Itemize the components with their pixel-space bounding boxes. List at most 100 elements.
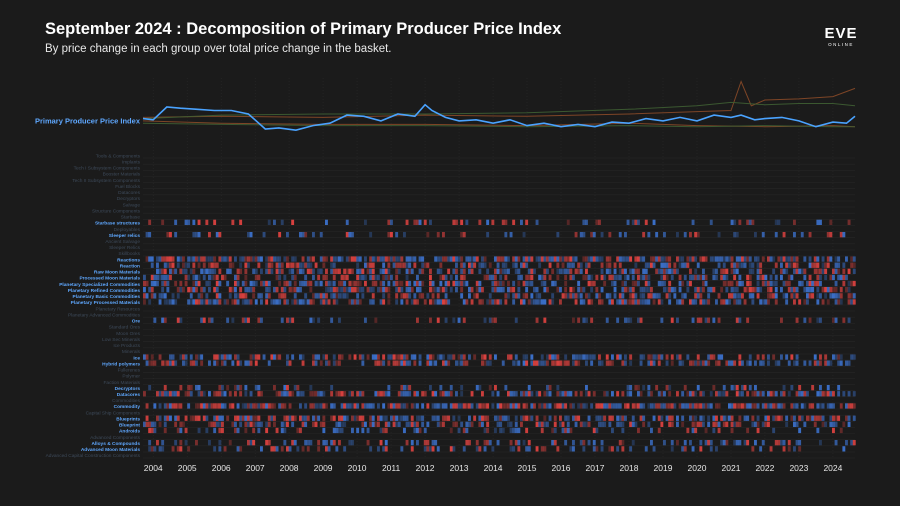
heat-cell (798, 299, 802, 305)
heat-cell (691, 403, 695, 409)
heat-cell (444, 274, 448, 281)
heat-cell (254, 403, 258, 409)
heat-cell (444, 360, 448, 366)
heat-cell (795, 354, 799, 360)
heat-cell (642, 274, 646, 281)
heat-cell (590, 232, 594, 238)
heat-cell (254, 274, 258, 281)
heat-cell (494, 280, 497, 287)
heat-cell (465, 360, 469, 366)
heat-cell (561, 256, 565, 262)
heat-cell (189, 354, 193, 360)
heat-cell (694, 299, 698, 305)
heat-cell (218, 256, 222, 262)
heat-cell (392, 403, 396, 409)
heat-cell (694, 287, 698, 293)
heat-cell (790, 293, 794, 299)
heat-cell (668, 280, 672, 287)
heat-cell (819, 385, 822, 391)
heat-cell (148, 360, 152, 366)
heat-cell (301, 280, 305, 287)
heat-cell (644, 262, 648, 268)
heat-cell (845, 360, 848, 366)
heat-cell (249, 403, 253, 409)
heat-cell (408, 421, 412, 427)
heat-cell (158, 256, 162, 262)
heat-cell (730, 385, 734, 391)
heat-cell (343, 280, 347, 287)
heat-cell (585, 268, 588, 274)
heat-cell (322, 391, 326, 397)
heat-cell (647, 354, 651, 360)
heat-cell (722, 391, 726, 397)
heat-cell (418, 256, 422, 262)
heat-cell (782, 385, 786, 391)
heat-cell (642, 421, 646, 427)
heat-cell (338, 268, 341, 274)
heat-cell (551, 360, 555, 366)
heat-cell (824, 421, 828, 427)
heat-cell (421, 421, 425, 427)
heat-cell (205, 280, 209, 287)
heat-cell (288, 287, 292, 293)
heat-cell (624, 354, 627, 360)
heat-cell (712, 421, 716, 427)
category-label: Androids (119, 429, 140, 435)
heat-cell (499, 299, 503, 305)
heat-cell (829, 360, 833, 366)
heat-cell (382, 360, 386, 366)
heat-cell (486, 268, 490, 274)
heat-cell (696, 403, 700, 409)
heat-cell (234, 287, 237, 293)
heat-cell (208, 299, 211, 305)
heat-cell (301, 421, 305, 427)
heat-cell (751, 421, 755, 427)
heat-cell (442, 299, 445, 305)
heat-cell (751, 446, 755, 452)
heat-cell (283, 274, 287, 281)
heat-cell (722, 421, 726, 427)
heat-cell (278, 280, 282, 287)
heat-cell (299, 427, 302, 434)
heat-cell (473, 293, 477, 299)
heat-cell (161, 274, 165, 281)
heat-cell (800, 403, 804, 409)
heat-cell (348, 354, 352, 360)
heat-cell (236, 360, 240, 366)
heat-cell (462, 262, 466, 268)
heat-cell (301, 232, 305, 238)
heat-cell (343, 415, 347, 421)
heat-cell (161, 317, 165, 323)
heat-cell (681, 280, 685, 287)
heat-cell (431, 391, 435, 397)
heat-cell (769, 274, 773, 281)
heat-cell (702, 360, 705, 366)
heat-cell (816, 268, 820, 274)
heat-cell (182, 268, 185, 274)
heat-cell (543, 360, 547, 366)
heat-cell (842, 280, 846, 287)
heat-cell (239, 415, 243, 421)
heat-cell (226, 385, 230, 391)
heat-cell (574, 354, 578, 360)
heat-cell (845, 256, 848, 262)
heat-cell (221, 385, 224, 391)
heat-cell (410, 268, 414, 274)
heat-cell (634, 385, 638, 391)
category-label: Blueprints (116, 417, 140, 423)
heat-cell (527, 256, 531, 262)
heat-cell (397, 415, 401, 421)
heat-cell (733, 360, 737, 366)
heat-cell (241, 256, 245, 262)
heat-cell (712, 317, 716, 323)
heat-cell (624, 268, 627, 274)
heat-cell (371, 256, 375, 262)
x-tick-label: 2005 (178, 463, 197, 473)
heat-cell (494, 317, 497, 323)
heat-cell (468, 415, 471, 421)
heat-cell (405, 262, 409, 268)
heat-cell (273, 446, 276, 452)
heat-cell (408, 360, 412, 366)
heat-cell (395, 268, 399, 274)
heat-cell (335, 446, 339, 452)
